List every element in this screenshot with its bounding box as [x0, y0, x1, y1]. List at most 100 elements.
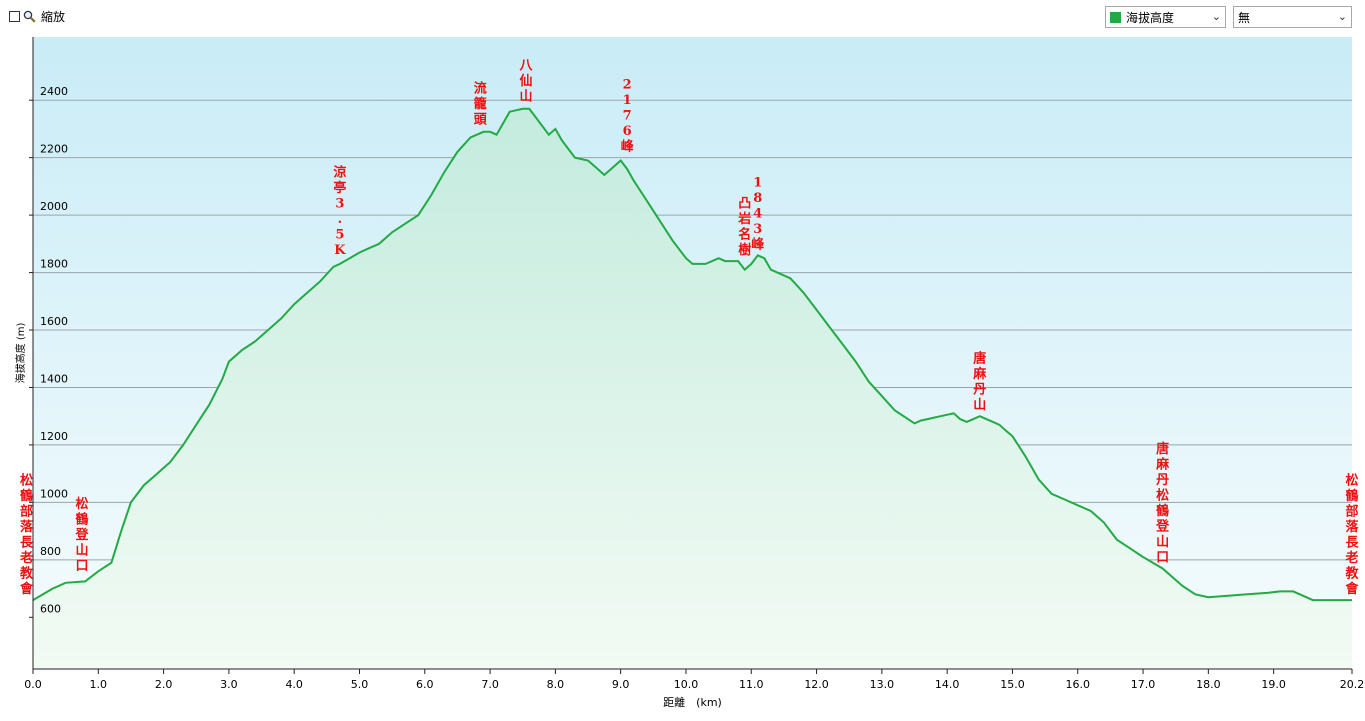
x-tick-label: 18.0 [1196, 678, 1221, 691]
x-tick-label: 14.0 [935, 678, 960, 691]
y-tick-label: 2400 [40, 85, 68, 98]
y-tick-label: 1000 [40, 487, 68, 500]
x-tick-label: 5.0 [351, 678, 369, 691]
annotation-char: 麻 [972, 366, 987, 382]
annotation-char: 山 [1156, 534, 1169, 550]
series-select[interactable]: 海拔高度 ⌄ [1105, 6, 1226, 28]
annotation-char: 鶴 [1345, 488, 1358, 504]
annotation-char: 丹 [973, 383, 986, 398]
x-tick-label: 9.0 [612, 678, 630, 691]
annotation-char: 籠 [474, 96, 487, 112]
overlay-select[interactable]: 無 ⌄ [1233, 6, 1352, 28]
magnifier-icon [23, 10, 36, 23]
annotation-char: 涼 [333, 165, 346, 181]
annotation-char: 4 [753, 206, 762, 221]
series-select-value: 海拔高度 [1126, 10, 1175, 25]
x-tick-label: 0.0 [24, 678, 42, 691]
annotation-char: 5 [335, 228, 344, 243]
annotation-char: 凸 [738, 197, 751, 212]
annotation-label: 涼亭3.5K [333, 165, 346, 259]
annotation-char: 松 [20, 473, 33, 489]
annotation-char: 2 [623, 78, 632, 93]
x-tick-label: 4.0 [285, 678, 303, 691]
annotation-char: 唐 [973, 351, 986, 367]
x-tick-label: 17.0 [1131, 678, 1156, 691]
annotation-char: 3 [335, 197, 344, 212]
annotation-char: 頭 [474, 112, 488, 127]
annotation-char: 鶴 [1156, 503, 1169, 519]
annotation-char: 鶴 [20, 488, 33, 504]
annotation-char: 登 [1155, 519, 1170, 535]
x-tick-label: 19.0 [1261, 678, 1286, 691]
x-tick-label: 15.0 [1000, 678, 1025, 691]
x-tick-label: 12.0 [804, 678, 829, 691]
annotation-char: 山 [75, 543, 88, 559]
annotation-char: 仙 [519, 73, 532, 89]
zoom-checkbox[interactable] [9, 11, 20, 22]
x-tick-label: 11.0 [739, 678, 764, 691]
annotation-char: 8 [753, 191, 762, 206]
annotation-char: 流 [474, 80, 487, 96]
x-tick-label: 20.2 [1340, 678, 1365, 691]
x-tick-label: 10.0 [674, 678, 699, 691]
x-tick-label: 7.0 [481, 678, 499, 691]
annotation-char: 會 [20, 581, 34, 597]
annotation-char: 山 [519, 88, 532, 104]
annotation-char: 長 [20, 536, 34, 551]
x-axis-ticks: 0.0 1.0 2.0 3.0 4.0 5.0 6.0 7.0 8.0 9.0 10.0 11.0 12… [24, 669, 1364, 691]
annotation-char: 教 [19, 566, 34, 582]
y-axis-label: 海拔高度 (m) [14, 323, 27, 384]
annotation-char: 口 [75, 559, 88, 574]
annotation-char: 7 [623, 109, 632, 124]
y-tick-label: 1800 [40, 258, 68, 271]
elevation-area [33, 108, 1352, 670]
chevron-down-icon: ⌄ [1337, 10, 1347, 23]
annotation-char: 1 [623, 93, 632, 108]
elevation-line [32, 107, 1352, 602]
x-tick-label: 16.0 [1066, 678, 1091, 691]
annotation-char: 部 [20, 504, 33, 520]
zoom-label: 縮放 [41, 10, 66, 24]
annotation-char: 岩 [737, 211, 751, 227]
annotation-char: 丹 [1156, 473, 1169, 488]
annotation-char: 樹 [738, 242, 751, 258]
annotation-char: 教 [1344, 566, 1359, 582]
annotation-char: 唐 [1156, 441, 1169, 457]
chevron-down-icon: ⌄ [1211, 10, 1221, 23]
annotation-char: 長 [1345, 536, 1359, 551]
annotation-char: 峰 [621, 139, 635, 155]
annotation-char: 落 [20, 519, 34, 535]
y-tick-label: 600 [40, 602, 61, 615]
annotation-char: 老 [1344, 550, 1358, 566]
x-tick-label: 1.0 [90, 678, 108, 691]
annotation-char: 口 [1156, 551, 1169, 566]
toolbar: 縮放 海拔高度 ⌄ 無 ⌄ [0, 0, 1365, 34]
x-tick-label: 2.0 [155, 678, 173, 691]
x-axis-label: 距離 (km) [663, 695, 722, 709]
annotation-char: 麻 [1155, 457, 1170, 473]
zoom-control[interactable]: 縮放 [9, 8, 65, 25]
y-axis-ticks: 600 800 1000 1200 1400 1600 1800 2000 2200 2400 [29, 85, 68, 618]
annotations: 松鶴部落長老教會松鶴登山口涼亭3.5K流籠頭八仙山2176峰凸岩名樹1843峰唐… [19, 58, 1360, 597]
annotation-char: 山 [973, 397, 986, 413]
axes [32, 37, 1352, 670]
annotation-char: 老 [19, 550, 33, 566]
annotation-char: . [338, 212, 343, 227]
annotation-label: 流籠頭 [474, 80, 488, 127]
annotation-char: 松 [1345, 473, 1358, 489]
annotation-char: 松 [1156, 488, 1169, 504]
annotation-char: 3 [753, 222, 762, 237]
y-tick-label: 800 [40, 545, 61, 558]
series-color-swatch [1110, 11, 1121, 23]
x-tick-label: 3.0 [220, 678, 238, 691]
y-tick-label: 2200 [40, 143, 68, 156]
x-tick-label: 13.0 [870, 678, 895, 691]
